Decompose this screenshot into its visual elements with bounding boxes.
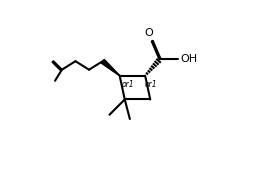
Text: or1: or1 <box>145 80 158 89</box>
Text: or1: or1 <box>121 80 134 89</box>
Polygon shape <box>101 59 120 76</box>
Text: O: O <box>145 28 154 38</box>
Text: OH: OH <box>180 54 197 64</box>
